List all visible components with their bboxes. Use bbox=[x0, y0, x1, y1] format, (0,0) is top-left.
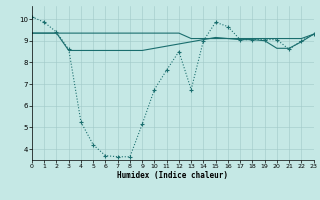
X-axis label: Humidex (Indice chaleur): Humidex (Indice chaleur) bbox=[117, 171, 228, 180]
